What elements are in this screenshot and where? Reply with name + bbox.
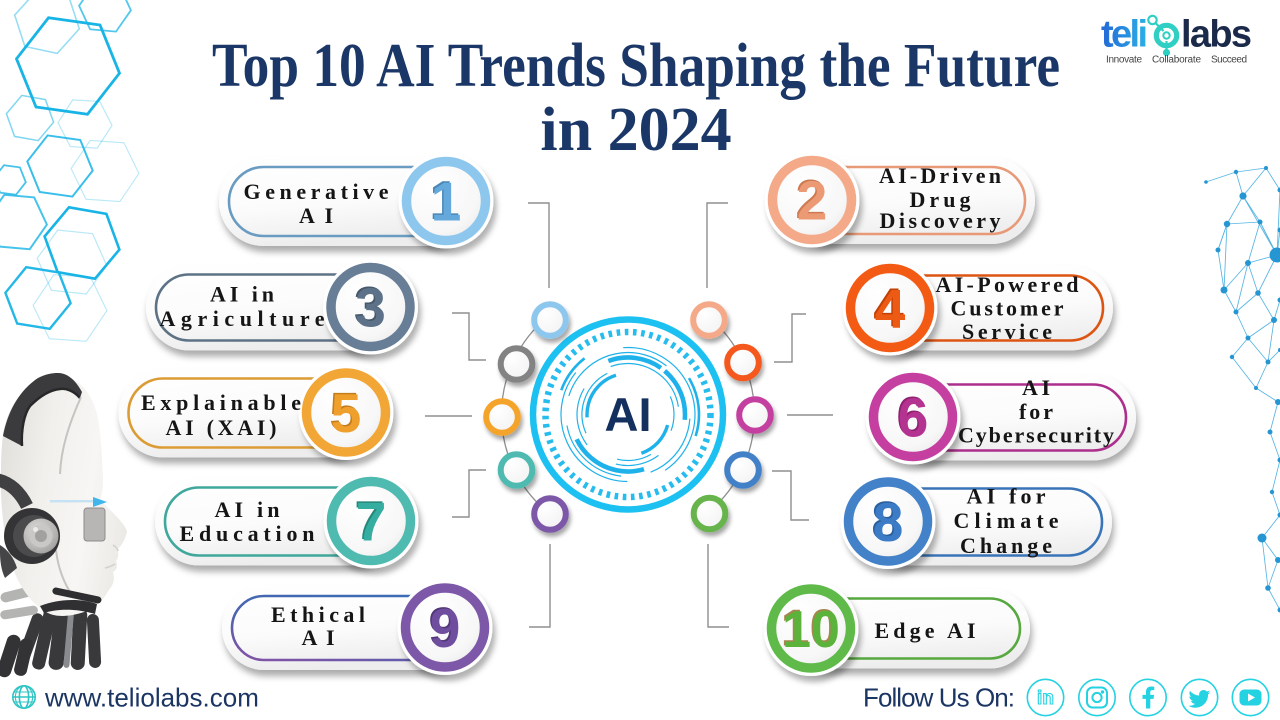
svg-text:Collaborate: Collaborate bbox=[1152, 55, 1201, 66]
svg-text:for: for bbox=[1019, 399, 1053, 424]
svg-text:9: 9 bbox=[430, 597, 461, 659]
svg-text:AI: AI bbox=[1022, 375, 1050, 400]
svg-text:Succeed: Succeed bbox=[1211, 55, 1247, 66]
svg-text:Agriculture: Agriculture bbox=[160, 306, 325, 331]
svg-text:8: 8 bbox=[871, 490, 902, 552]
svg-text:10: 10 bbox=[781, 600, 839, 658]
svg-text:labs: labs bbox=[1181, 14, 1252, 56]
svg-text:AI in: AI in bbox=[210, 282, 274, 307]
svg-text:6: 6 bbox=[898, 387, 929, 449]
svg-text:Discovery: Discovery bbox=[880, 208, 1001, 233]
svg-text:Education: Education bbox=[180, 521, 315, 546]
svg-text:AI-Driven: AI-Driven bbox=[879, 163, 1001, 188]
svg-text:10: 10 bbox=[782, 601, 840, 659]
svg-text:Follow Us On:: Follow Us On: bbox=[863, 683, 1015, 713]
svg-text:Generative: Generative bbox=[244, 179, 389, 204]
svg-text:3: 3 bbox=[355, 277, 386, 339]
svg-text:teli: teli bbox=[1101, 14, 1148, 56]
svg-text:8: 8 bbox=[873, 491, 904, 553]
svg-text:Ethical: Ethical bbox=[271, 602, 365, 627]
svg-text:Change: Change bbox=[960, 533, 1052, 558]
svg-text:in: in bbox=[1037, 688, 1054, 709]
svg-text:9: 9 bbox=[428, 596, 459, 658]
svg-text:AI in: AI in bbox=[215, 497, 280, 522]
svg-text:1: 1 bbox=[431, 171, 462, 233]
svg-text:6: 6 bbox=[896, 385, 927, 447]
svg-text:2: 2 bbox=[797, 170, 828, 232]
svg-text:4: 4 bbox=[873, 276, 904, 338]
svg-text:2: 2 bbox=[795, 168, 826, 230]
svg-text:1: 1 bbox=[429, 169, 460, 231]
svg-text:5: 5 bbox=[331, 382, 362, 444]
svg-text:AI: AI bbox=[605, 388, 652, 441]
svg-text:4: 4 bbox=[875, 278, 906, 340]
svg-text:7: 7 bbox=[356, 491, 387, 553]
svg-text:www.teliolabs.com: www.teliolabs.com bbox=[44, 683, 259, 713]
svg-text:Explainable: Explainable bbox=[141, 390, 301, 415]
svg-text:Innovate: Innovate bbox=[1106, 55, 1142, 66]
svg-text:7: 7 bbox=[354, 489, 385, 551]
svg-text:3: 3 bbox=[354, 275, 385, 337]
svg-text:Service: Service bbox=[962, 319, 1052, 344]
svg-text:5: 5 bbox=[329, 381, 360, 443]
svg-text:Customer: Customer bbox=[951, 296, 1064, 321]
svg-text:Cybersecurity: Cybersecurity bbox=[958, 423, 1114, 448]
svg-text:Climate: Climate bbox=[954, 508, 1059, 533]
svg-text:in 2024: in 2024 bbox=[540, 96, 731, 164]
svg-text:Top 10 AI Trends Shaping the F: Top 10 AI Trends Shaping the Future bbox=[212, 32, 1060, 100]
